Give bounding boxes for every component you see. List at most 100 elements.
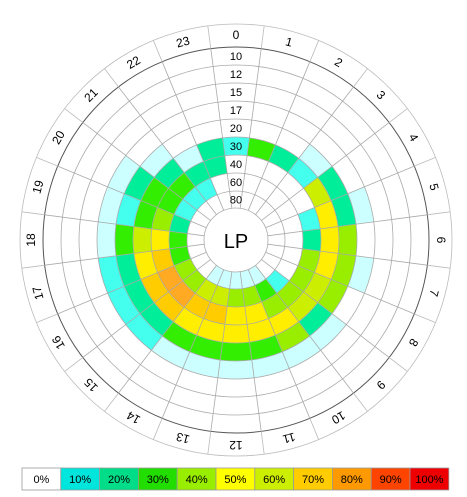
heatmap-cell: [90, 293, 126, 336]
heatmap-cell: [346, 144, 382, 187]
heatmap-cell: [133, 200, 158, 229]
heatmap-cell: [229, 191, 243, 209]
heatmap-cell: [331, 193, 356, 227]
grid-spoke-outer: [388, 108, 408, 123]
heatmap-cell: [331, 253, 356, 287]
heatmap-cell: [224, 306, 248, 326]
heatmap-cell: [302, 228, 322, 252]
hour-label: 17: [29, 284, 46, 301]
heatmap-cell: [111, 115, 152, 156]
heatmap-cell: [43, 214, 63, 266]
heatmap-cell: [397, 262, 428, 314]
heatmap-cell: [107, 155, 141, 194]
legend-swatch: [409, 467, 450, 491]
heatmap-cell: [169, 66, 216, 95]
heatmap-cell: [317, 166, 348, 201]
heatmap-cell: [320, 324, 361, 365]
heatmap-cell: [82, 346, 130, 394]
hour-label: 7: [426, 288, 441, 298]
heatmap-cell: [274, 258, 298, 281]
grid-circle: [114, 118, 358, 362]
ring-label: 20: [230, 123, 242, 135]
legend-label: 70%: [302, 474, 324, 486]
hour-label: 0: [233, 28, 240, 42]
hour-label: 2: [332, 55, 345, 71]
heatmap-cell: [129, 364, 176, 402]
grid-spoke: [265, 251, 415, 315]
heatmap-cell: [282, 335, 321, 369]
grid-spoke: [57, 165, 207, 229]
heatmap-cell: [196, 318, 225, 343]
heatmap-cell: [342, 346, 390, 394]
hour-label: 21: [81, 85, 101, 105]
grid-spoke: [261, 122, 390, 221]
grid-spoke-outer: [309, 418, 320, 440]
heatmap-cell: [296, 78, 343, 116]
heatmap-cell: [248, 194, 266, 215]
heatmap-cell: [174, 258, 198, 281]
grid-spoke-outer: [427, 211, 451, 216]
heatmap-cell: [251, 102, 290, 129]
heatmap-cell: [261, 252, 282, 270]
heatmap-cell: [255, 201, 275, 221]
heatmap-cell: [190, 210, 211, 228]
heatmap-cell: [173, 307, 204, 336]
grid-spoke: [161, 269, 225, 419]
heatmap-cell: [275, 128, 310, 159]
grid-circle: [203, 207, 269, 273]
heatmap-cell: [98, 255, 125, 294]
grid-spoke-outer: [104, 68, 119, 88]
hour-label: 18: [24, 233, 38, 247]
heatmap-cell: [247, 137, 276, 162]
heatmap-cell: [229, 271, 243, 290]
grid-spoke: [267, 214, 428, 237]
heatmap-cell: [347, 255, 374, 294]
grid-spoke: [82, 259, 211, 358]
hour-label: 6: [434, 237, 448, 244]
heatmap-cell: [287, 158, 318, 189]
heatmap-cell: [189, 335, 223, 360]
heatmap-cell: [57, 122, 98, 174]
heatmap-cell: [374, 122, 415, 174]
heatmap-cell: [195, 178, 218, 202]
heatmap-cell: [151, 248, 175, 273]
heatmap-cell: [162, 321, 197, 352]
label-guide-circle: [19, 23, 453, 457]
hour-label: 20: [49, 128, 68, 147]
heatmap-cell: [133, 251, 158, 280]
heatmap-cell: [265, 244, 285, 259]
heatmap-cell: [74, 133, 112, 180]
legend: 0% 10% 20% 30% 40% 50% 60% 70% 80% 90% 100%: [21, 467, 450, 491]
grid-circle: [186, 190, 286, 290]
heatmap-cell: [133, 226, 152, 254]
grid-spoke-outer: [36, 313, 58, 324]
heatmap-cell: [206, 194, 224, 215]
heatmap-cell: [397, 166, 428, 218]
hour-label: 12: [229, 438, 243, 452]
heatmap-cell: [249, 335, 283, 360]
ring-label: 80: [230, 195, 242, 207]
heatmap-cell: [151, 111, 190, 145]
heatmap-cell: [210, 413, 262, 433]
grid-spoke-outer: [414, 156, 436, 167]
legend-label: 90%: [380, 474, 402, 486]
heatmap-cell: [296, 364, 343, 402]
heatmap-cell: [256, 66, 303, 95]
heatmap-cell: [195, 278, 218, 302]
heatmap-cell: [284, 231, 304, 249]
heatmap-cell: [118, 61, 170, 102]
heatmap-cell: [222, 324, 250, 344]
heatmap-cell: [107, 286, 141, 325]
grid-spoke-outer: [260, 25, 265, 49]
heatmap-cell: [217, 269, 232, 289]
grid-circle: [42, 46, 430, 434]
heatmap-cell: [174, 199, 198, 222]
heatmap-cell: [97, 335, 141, 379]
grid-spoke-outer: [207, 25, 212, 49]
grid-spoke: [44, 214, 205, 237]
heatmap-cell: [154, 158, 185, 189]
heatmap-cell: [189, 120, 223, 145]
heatmap-cell: [240, 269, 255, 289]
grid-spoke: [118, 86, 217, 215]
